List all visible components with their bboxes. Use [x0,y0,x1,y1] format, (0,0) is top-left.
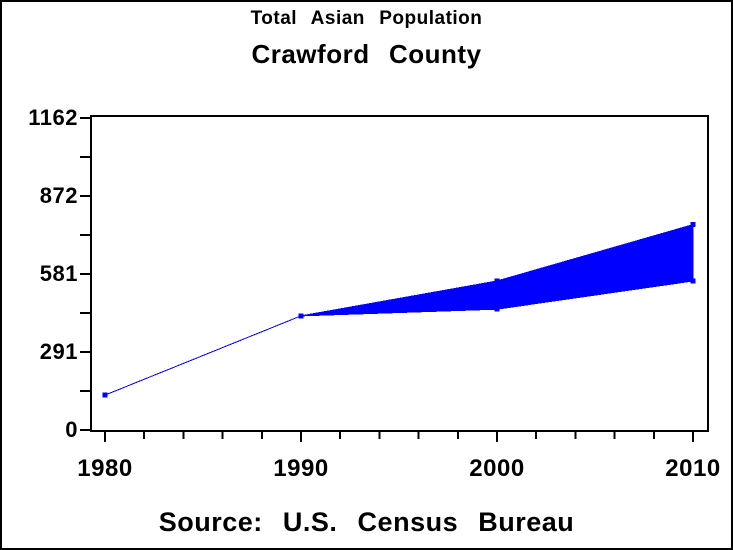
y-axis-label-1162: 1162 [28,105,78,130]
data-point-marker [690,222,696,228]
data-point-marker [690,278,696,284]
source-note: Source: U.S. Census Bureau [158,507,575,537]
y-axis-label-872: 872 [39,182,78,208]
x-axis-label-2010: 2010 [665,455,721,482]
x-axis-label-1990: 1990 [273,455,329,482]
data-point-marker [102,392,108,398]
asian-population-upper-bound-line [104,224,694,396]
y-axis-label-291: 291 [39,338,78,364]
data-point-marker [494,306,500,312]
x-axis-label-2000: 2000 [469,455,525,482]
chart-subtitle: Crawford County [251,39,482,69]
data-point-marker [494,278,500,284]
data-point-marker [298,313,304,319]
x-axis-label-1980: 1980 [77,455,133,482]
chart-title: Total Asian Population [250,8,483,29]
y-axis-label-581: 581 [39,261,78,286]
y-axis-label-0: 0 [65,417,78,442]
